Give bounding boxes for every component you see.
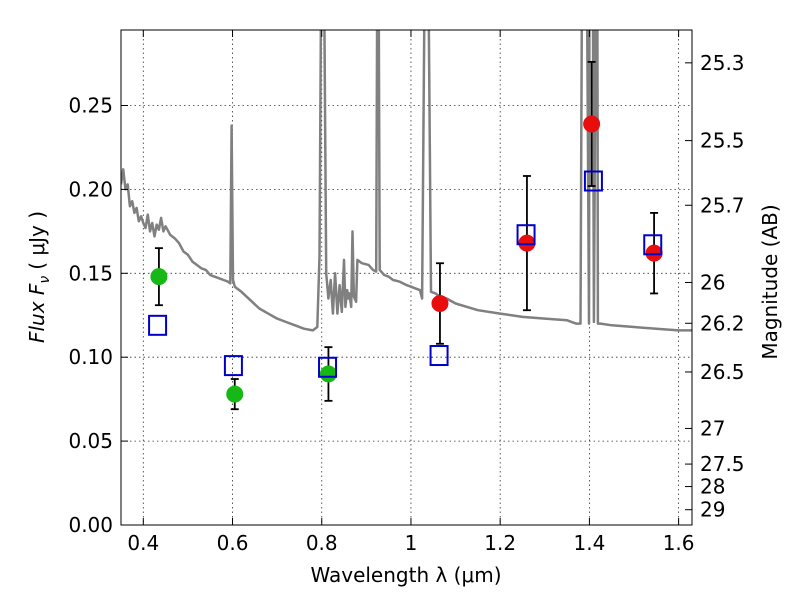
observed-optical-point [319,365,337,383]
y2-tick-label: 25.7 [700,193,745,217]
observed-optical-point [226,385,244,403]
model-photometry-point [643,234,663,256]
y-axis-title-subscript: ν [37,276,53,284]
y2-tick-label: 25.3 [700,51,745,75]
y2-tick-label: 26 [700,270,725,294]
y2-tick-label: 29 [700,498,725,522]
y-axis-title: Flux Fν ( μJy ) [25,211,53,343]
model-spectrum-line [121,30,692,332]
y-axis-title-main: Flux F [25,283,49,343]
observed-infrared-point [583,115,601,133]
x-tick-label: 1.4 [573,531,605,555]
y-tick-label: 0.15 [68,261,113,285]
y-tick-label: 0.25 [68,94,113,118]
x-tick-label: 0.4 [127,531,159,555]
x-tick-label: 1.2 [484,531,516,555]
y-tick-label: 0.00 [68,513,113,537]
y2-axis-title: Magnitude (AB) [758,204,782,359]
y-tick-label: 0.10 [68,345,113,369]
axis-ticks: 0.4 0.6 0.8 1 1.2 1.4 1.6 0.00 0.05 0.10 0.15 0.20 0… [68,30,745,555]
model-photometry-point [223,355,243,377]
data-marks [148,60,663,411]
y-axis-title-group: Flux Fν ( μJy ) [25,211,53,343]
y2-tick-label: 27 [700,416,725,440]
y-tick-label: 0.05 [68,429,113,453]
model-photometry-point [429,345,449,367]
observed-infrared-point [645,244,663,262]
model-photometry-point [583,170,603,192]
x-tick-label: 1 [405,531,418,555]
plot-frame [120,29,693,526]
y2-tick-label: 27.5 [700,452,745,476]
y-tick-label: 0.20 [68,177,113,201]
x-tick-label: 0.6 [217,531,249,555]
x-axis-title: Wavelength λ (μm) [310,563,501,587]
observed-infrared-point [518,234,536,252]
grid [121,30,692,525]
model-photometry-point [516,224,536,246]
y2-tick-label: 28 [700,475,725,499]
y2-tick-label: 25.5 [700,129,745,153]
x-tick-label: 1.6 [663,531,695,555]
y2-tick-label: 26.2 [700,311,745,335]
observed-optical-point [150,268,168,286]
y2-tick-label: 26.5 [700,360,745,384]
x-tick-label: 0.8 [306,531,338,555]
model-photometry-point [148,314,168,336]
model-photometry-point [318,356,338,378]
y-axis-title-unit: ( μJy ) [25,211,49,270]
observed-infrared-point [431,295,449,313]
